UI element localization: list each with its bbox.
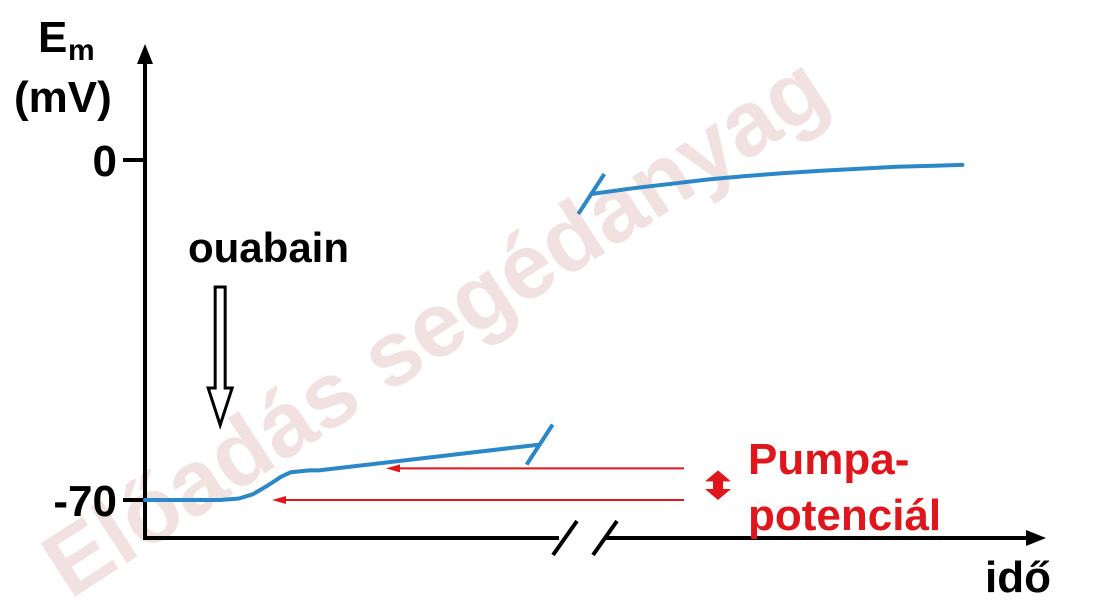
x-axis-arrowhead xyxy=(1026,530,1046,546)
trace-after-break xyxy=(589,162,965,196)
y-tick-label-0: 0 xyxy=(93,137,117,186)
axes xyxy=(137,44,1046,557)
trace-break-mark-before xyxy=(524,423,555,466)
y-axis-label-unit: (mV) xyxy=(14,73,112,122)
trace-before-break xyxy=(143,442,542,502)
ouabain-label: ouabain xyxy=(188,224,349,271)
x-axis-label: idő xyxy=(985,553,1051,602)
pump-lower-arrowhead xyxy=(272,496,286,504)
pump-upper-arrowhead xyxy=(386,464,400,473)
y-axis-arrowhead xyxy=(137,44,153,64)
y-ticks: 0 -70 xyxy=(53,137,145,526)
y-axis-label-subscript: m xyxy=(68,34,95,67)
pump-double-arrow-icon xyxy=(705,470,731,500)
y-tick-label-minus-70: -70 xyxy=(53,477,117,526)
watermark-text: Előadás segédanyag xyxy=(25,36,844,606)
trace-break-mark-after xyxy=(576,172,606,216)
y-axis-label-main: E xyxy=(38,13,67,62)
x-axis-break-mark-1 xyxy=(551,519,579,557)
ouabain-arrow-icon xyxy=(206,285,235,430)
pump-label-line1: Pumpa- xyxy=(748,435,909,484)
pump-label-line2: potenciál xyxy=(748,491,941,540)
x-axis-break-mark-2 xyxy=(591,519,619,557)
